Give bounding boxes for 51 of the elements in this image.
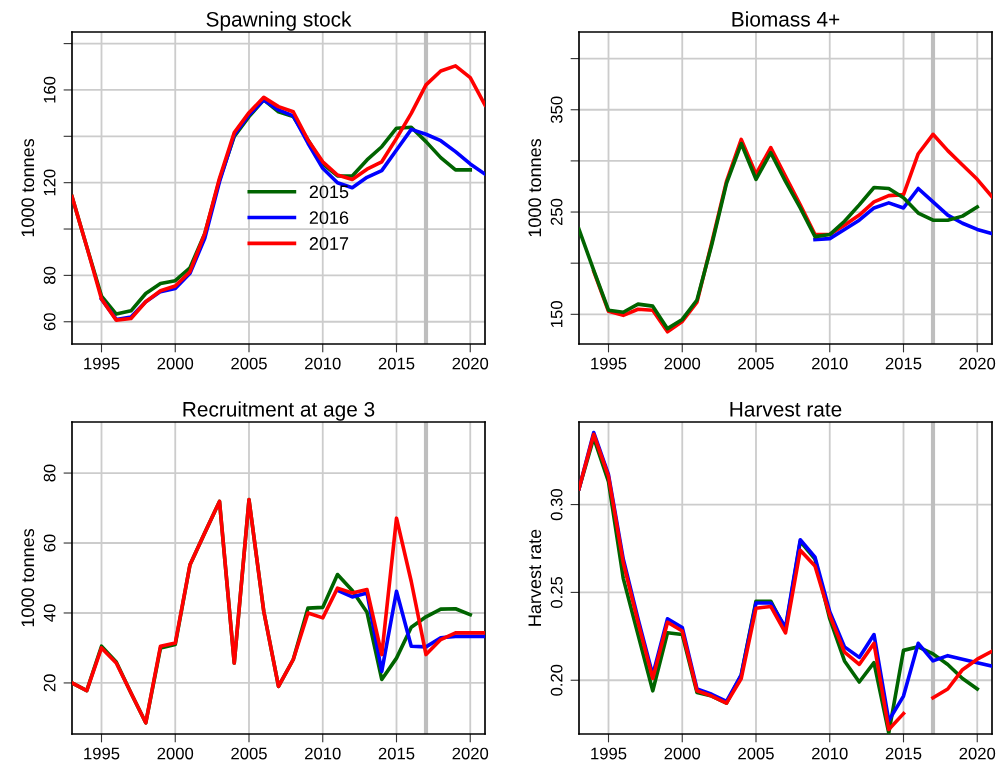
chart-title: Recruitment at age 3 bbox=[183, 401, 375, 421]
x-tick-label: 1995 bbox=[84, 357, 120, 370]
x-tick-label: 1995 bbox=[84, 747, 120, 760]
x-tick-label: 2015 bbox=[378, 747, 415, 760]
y-axis-title: 1000 tonnes bbox=[21, 138, 35, 237]
legend-label: 2016 bbox=[309, 211, 349, 225]
y-tick-label: 160 bbox=[43, 76, 56, 103]
y-tick-label: 0.25 bbox=[550, 576, 563, 608]
x-tick-label: 1995 bbox=[591, 357, 627, 370]
legend-label: 2015 bbox=[309, 185, 349, 199]
x-tick-label: 2005 bbox=[738, 357, 774, 370]
x-tick-label: 2010 bbox=[812, 747, 848, 760]
y-axis-title: 1000 tonnes bbox=[21, 528, 35, 627]
x-tick-label: 2000 bbox=[157, 747, 194, 760]
line-series bbox=[813, 186, 992, 242]
y-tick-label: 350 bbox=[550, 96, 563, 124]
chart-title: Biomass 4+ bbox=[732, 11, 840, 27]
x-tick-label: 2015 bbox=[378, 357, 415, 370]
chart-title: Harvest rate bbox=[730, 402, 842, 417]
line-series bbox=[72, 64, 485, 322]
x-tick-label: 2010 bbox=[305, 357, 341, 370]
x-tick-label: 2000 bbox=[664, 747, 701, 760]
x-tick-label: 2020 bbox=[452, 747, 489, 760]
y-axis-title: Harvest rate bbox=[528, 529, 542, 626]
y-tick-label: 80 bbox=[43, 464, 56, 482]
x-tick-label: 2020 bbox=[959, 357, 996, 370]
x-tick-label: 1995 bbox=[591, 747, 627, 760]
x-tick-label: 2020 bbox=[959, 747, 996, 760]
legend-label: 2017 bbox=[309, 237, 349, 250]
x-tick-label: 2000 bbox=[157, 357, 194, 370]
x-tick-label: 2015 bbox=[885, 747, 922, 760]
x-tick-label: 2010 bbox=[305, 747, 341, 760]
x-tick-label: 2005 bbox=[231, 357, 267, 370]
y-tick-label: 150 bbox=[550, 301, 563, 327]
y-axis-title: 1000 tonnes bbox=[528, 138, 542, 237]
y-tick-label: 0.20 bbox=[550, 664, 563, 696]
y-tick-label: 0.30 bbox=[550, 489, 563, 521]
chart-title: Spawning stock bbox=[206, 11, 352, 31]
x-tick-label: 2005 bbox=[231, 747, 267, 760]
x-tick-label: 2015 bbox=[885, 357, 922, 370]
x-tick-label: 2010 bbox=[812, 357, 848, 370]
x-tick-label: 2020 bbox=[452, 357, 489, 370]
y-tick-label: 40 bbox=[43, 604, 56, 622]
y-tick-label: 80 bbox=[43, 266, 56, 284]
x-tick-label: 2000 bbox=[664, 357, 701, 370]
y-tick-label: 250 bbox=[550, 198, 563, 226]
y-tick-label: 60 bbox=[43, 313, 56, 331]
y-tick-label: 20 bbox=[43, 674, 56, 692]
y-tick-label: 120 bbox=[43, 169, 56, 196]
y-tick-label: 60 bbox=[43, 534, 56, 552]
x-tick-label: 2005 bbox=[738, 747, 774, 760]
